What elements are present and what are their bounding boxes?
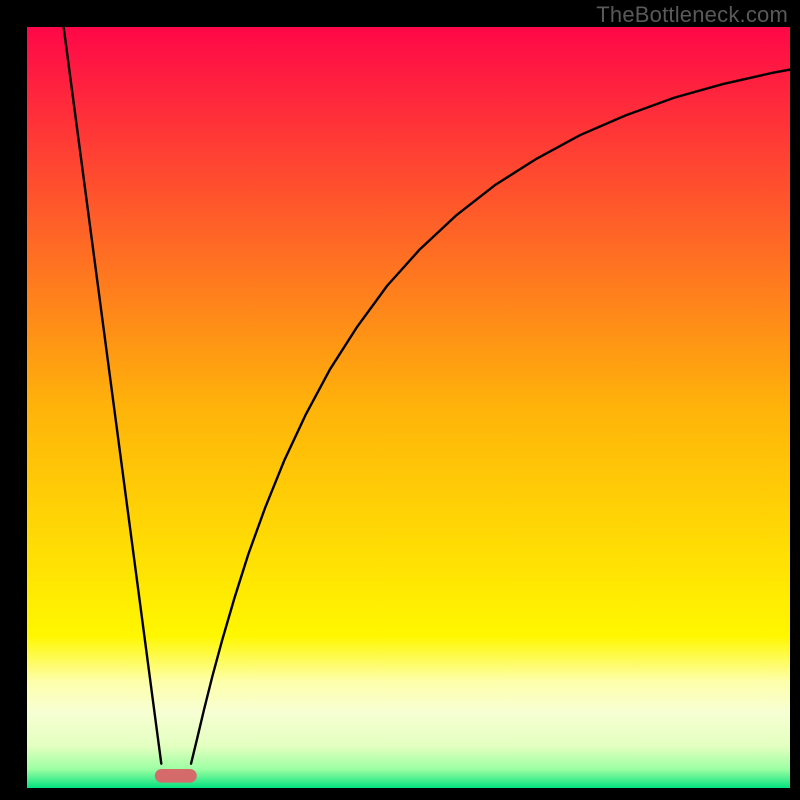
watermark-text: TheBottleneck.com — [596, 2, 788, 28]
frame-left — [0, 0, 27, 800]
chart-area — [27, 27, 790, 788]
gradient-background — [27, 27, 790, 788]
frame-bottom — [0, 788, 800, 800]
bottleneck-marker — [155, 769, 197, 783]
chart-svg — [27, 27, 790, 788]
frame-right — [790, 0, 800, 800]
